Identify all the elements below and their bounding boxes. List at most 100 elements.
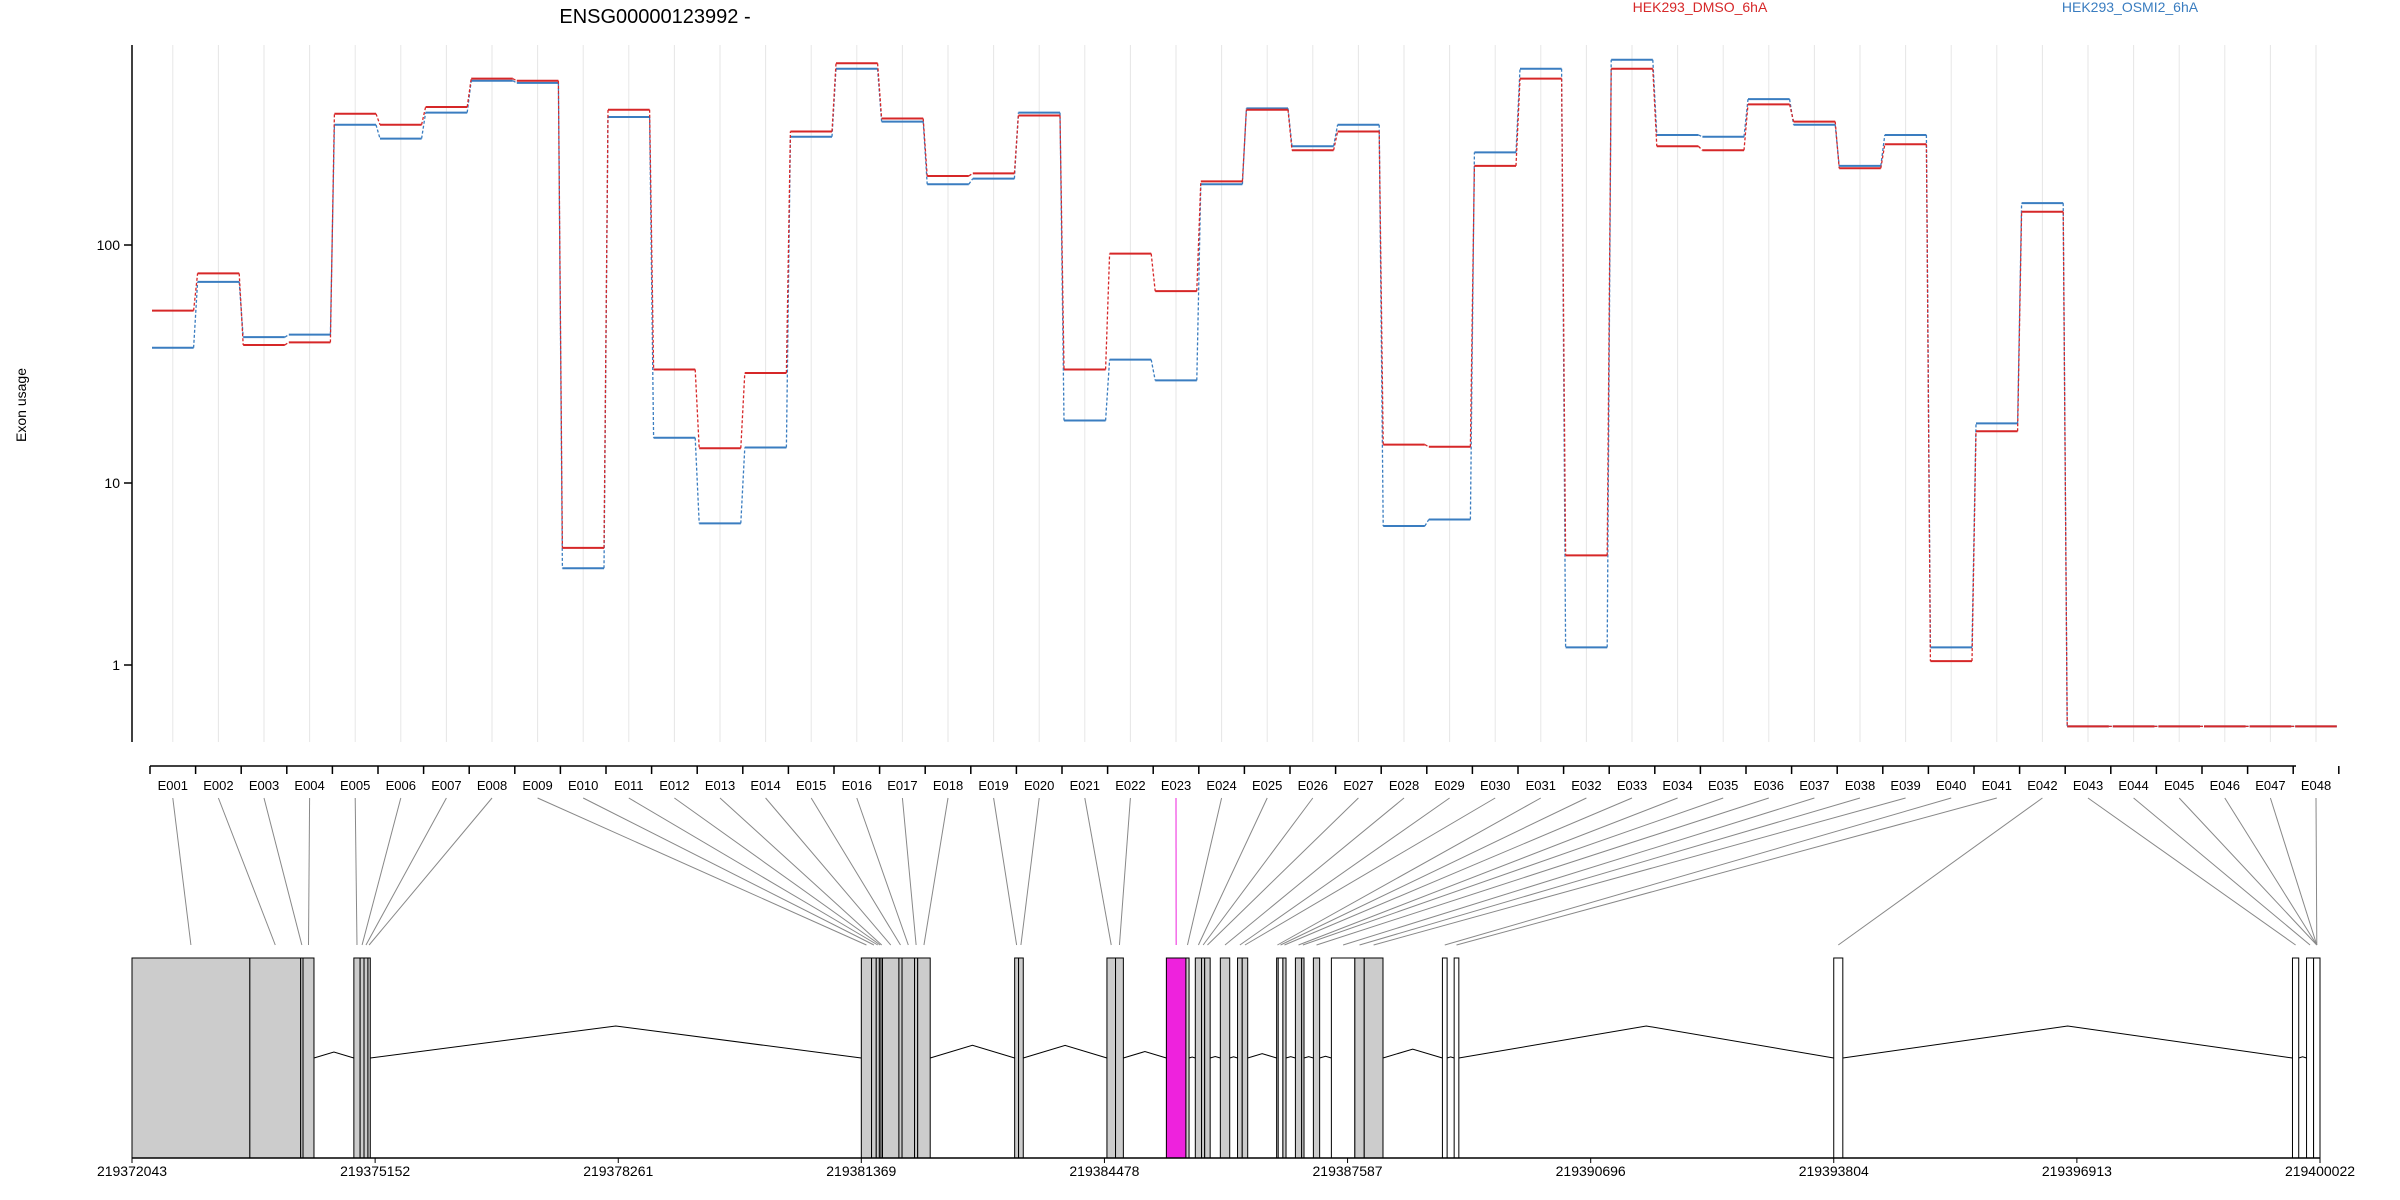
exon-label: E026 <box>1298 778 1328 793</box>
exon-label: E029 <box>1434 778 1464 793</box>
exon-box <box>367 957 371 1159</box>
exon-connector <box>582 797 875 946</box>
series-connector <box>2016 203 2023 424</box>
exon-label: E014 <box>750 778 780 793</box>
exon-box <box>1185 957 1190 1159</box>
exon-label: E036 <box>1754 778 1784 793</box>
intron-line <box>1247 1053 1277 1059</box>
exon-connector <box>1277 797 1542 946</box>
genomic-tick-label: 219387587 <box>1313 1163 1383 1179</box>
exon-connector <box>2269 797 2318 946</box>
intron-line <box>370 1025 862 1059</box>
exon-connector <box>1373 797 1906 946</box>
series-connector <box>1013 115 1020 174</box>
exon-connector <box>1244 797 1496 946</box>
series-connector <box>1150 253 1156 292</box>
series-connector <box>648 109 655 370</box>
exon-connector <box>308 797 311 946</box>
series-connector <box>1469 152 1476 520</box>
series-connector <box>1880 144 1886 169</box>
exon-connector <box>674 797 881 946</box>
exon-label: E023 <box>1161 778 1191 793</box>
genomic-tick-label: 219378261 <box>583 1163 653 1179</box>
exon-label: E011 <box>614 778 643 793</box>
series-connector <box>284 341 290 346</box>
exon-label: E044 <box>2118 778 2148 793</box>
intron-line <box>1382 1048 1443 1059</box>
exon-connector <box>1084 797 1112 946</box>
exon-connector <box>1456 797 1997 946</box>
intron-line <box>1188 1056 1196 1059</box>
exon-label: E033 <box>1617 778 1647 793</box>
series-connector <box>876 63 883 119</box>
exon-label: E003 <box>249 778 279 793</box>
series-connector <box>1560 78 1567 556</box>
series-connector <box>1834 121 1840 169</box>
exon-connector <box>1359 797 1861 946</box>
exon-connector <box>2087 797 2296 946</box>
exon-label: E032 <box>1571 778 1601 793</box>
exon-box <box>1237 957 1243 1159</box>
exon-connector <box>361 797 402 946</box>
exon-label: E045 <box>2164 778 2194 793</box>
series-connector <box>1606 68 1612 556</box>
exon-box <box>1018 957 1024 1159</box>
exon-label: E048 <box>2301 778 2331 793</box>
exon-box <box>1363 957 1384 1159</box>
exon-label: E043 <box>2073 778 2103 793</box>
exon-label: E010 <box>568 778 598 793</box>
exon-box <box>359 957 365 1159</box>
exon-box <box>1441 957 1448 1159</box>
y-axis-label: Exon usage <box>13 368 29 442</box>
exon-box <box>1453 957 1460 1159</box>
chart-title: ENSG00000123992 - <box>559 6 750 28</box>
series-connector <box>1104 359 1111 421</box>
exon-box <box>881 957 900 1159</box>
exon-label: E024 <box>1206 778 1236 793</box>
series-connector <box>192 273 199 311</box>
exon-connector <box>1342 797 1815 946</box>
exon-label: E013 <box>705 778 735 793</box>
y-tick-label: 100 <box>97 237 121 253</box>
intron-line <box>1023 1044 1108 1059</box>
series-connector <box>1698 134 1703 138</box>
series-connector <box>1332 131 1339 151</box>
exon-connector <box>923 797 949 946</box>
exon-connector <box>365 797 447 946</box>
series-connector <box>375 124 381 139</box>
series-connector <box>1287 109 1293 151</box>
exon-box <box>917 957 931 1159</box>
exon-connector <box>2224 797 2318 946</box>
series-connector <box>1469 165 1476 447</box>
exon-connector <box>172 797 192 946</box>
genomic-tick-label: 219400022 <box>2285 1163 2355 1179</box>
series-HEK293_DMSO_6hA <box>152 62 2337 728</box>
genomic-tick-label: 219372043 <box>97 1163 167 1179</box>
intron-line <box>1446 1056 1455 1059</box>
y-tick-label: 1 <box>112 657 120 673</box>
genomic-tick-label: 219393804 <box>1799 1163 1869 1179</box>
series-connector <box>1424 519 1430 527</box>
series-connector <box>1196 184 1202 381</box>
exon-connector <box>1316 797 1769 946</box>
series-connector <box>1104 253 1111 370</box>
exon-label: E002 <box>203 778 233 793</box>
exon-connector <box>1202 797 1314 946</box>
genomic-tick-label: 219375152 <box>340 1163 410 1179</box>
exon-connector <box>2315 797 2318 946</box>
exon-label: E001 <box>158 778 188 793</box>
exon-connector <box>1207 797 1359 946</box>
exon-label: E030 <box>1480 778 1510 793</box>
exon-connector <box>628 797 879 946</box>
exon-box <box>860 957 873 1159</box>
exon-label: E012 <box>659 778 689 793</box>
exon-connector <box>810 797 901 946</box>
exon-label: E020 <box>1024 778 1054 793</box>
series-connector <box>1743 104 1749 151</box>
exon-connector <box>1197 797 1268 946</box>
exon-box <box>1219 957 1231 1159</box>
intron-line <box>1210 1055 1221 1059</box>
exon-box <box>1194 957 1203 1159</box>
series-connector <box>420 106 427 125</box>
